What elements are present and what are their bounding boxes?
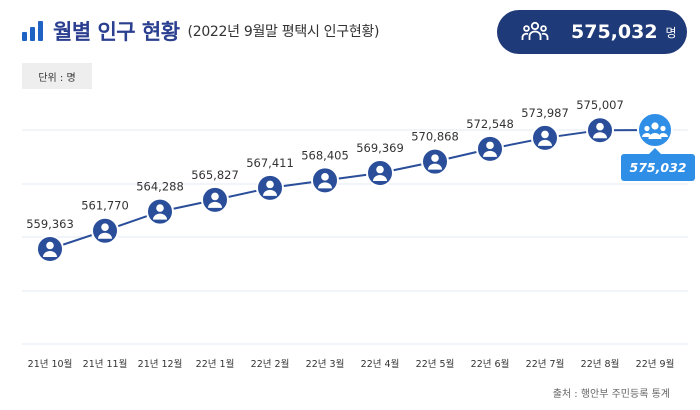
person-icon — [156, 204, 164, 212]
x-tick-label: 21년 11월 — [83, 358, 128, 370]
data-label: 565,827 — [191, 168, 239, 182]
data-label: 570,868 — [411, 130, 459, 144]
total-population-value: 575,032 — [571, 21, 658, 43]
person-icon — [153, 213, 167, 220]
person-icon — [208, 201, 222, 208]
x-tick-label: 22년 1월 — [196, 358, 235, 370]
x-tick-label: 22년 5월 — [416, 358, 455, 370]
person-icon — [211, 192, 219, 201]
chart-subtitle: (2022년 9월말 평택시 인구현황) — [187, 24, 380, 40]
person-icon — [541, 130, 549, 139]
data-label: 567,411 — [246, 156, 294, 170]
callout-box — [621, 154, 695, 181]
total-population-unit: 명 — [665, 25, 677, 40]
person-icon — [483, 150, 497, 157]
person-icon — [98, 232, 112, 239]
x-tick-label: 22년 3월 — [306, 358, 345, 370]
callout-pointer — [649, 148, 661, 154]
bar-chart-icon — [22, 21, 43, 41]
x-tick-label: 22년 7월 — [526, 358, 565, 370]
people-group-icon — [644, 125, 650, 132]
data-label: 559,363 — [26, 217, 74, 231]
person-icon — [321, 173, 329, 181]
person-icon — [373, 175, 387, 182]
people-group-icon — [521, 21, 549, 40]
people-group-icon — [648, 133, 662, 139]
data-label-highlight: 575,032 — [630, 160, 687, 175]
source-note: 출처 : 행안부 주민등록 통계 — [552, 389, 670, 400]
x-tick-label: 22년 8월 — [581, 358, 620, 370]
data-label: 564,288 — [136, 180, 184, 194]
x-tick-label: 21년 12월 — [138, 358, 183, 370]
x-tick-label: 22년 4월 — [361, 358, 400, 370]
chart-header: 월별 인구 현황 (2022년 9월말 평택시 인구현황) — [22, 16, 379, 46]
person-icon — [318, 182, 332, 189]
person-icon — [538, 139, 552, 146]
person-icon — [596, 122, 604, 131]
person-icon — [46, 241, 54, 250]
people-group-icon — [660, 125, 666, 132]
people-group-icon — [642, 133, 650, 137]
person-icon — [263, 189, 277, 196]
person-icon — [486, 141, 494, 150]
person-icon — [43, 251, 57, 257]
person-icon — [266, 180, 274, 189]
data-label: 561,770 — [81, 199, 129, 213]
person-icon — [101, 223, 109, 232]
x-tick-label: 22년 2월 — [251, 358, 290, 370]
x-tick-label: 21년 10월 — [28, 358, 73, 370]
data-label: 573,987 — [521, 106, 569, 120]
unit-label: 단위 : 명 — [22, 63, 92, 89]
x-tick-label: 22년 9월 — [636, 358, 675, 370]
total-population-badge: 575,032 명 — [497, 10, 687, 54]
data-label: 569,369 — [356, 141, 404, 155]
chart-title: 월별 인구 현황 — [53, 20, 180, 44]
person-icon — [428, 163, 442, 170]
person-icon — [431, 154, 439, 162]
people-group-icon — [651, 122, 659, 130]
data-label: 568,405 — [301, 148, 349, 162]
person-icon — [376, 165, 384, 174]
person-icon — [593, 132, 607, 139]
data-point-marker-highlight — [637, 112, 673, 148]
data-label: 575,007 — [576, 98, 624, 112]
x-tick-label: 22년 6월 — [471, 358, 510, 370]
people-group-icon — [660, 133, 668, 137]
data-label: 572,548 — [466, 117, 514, 131]
